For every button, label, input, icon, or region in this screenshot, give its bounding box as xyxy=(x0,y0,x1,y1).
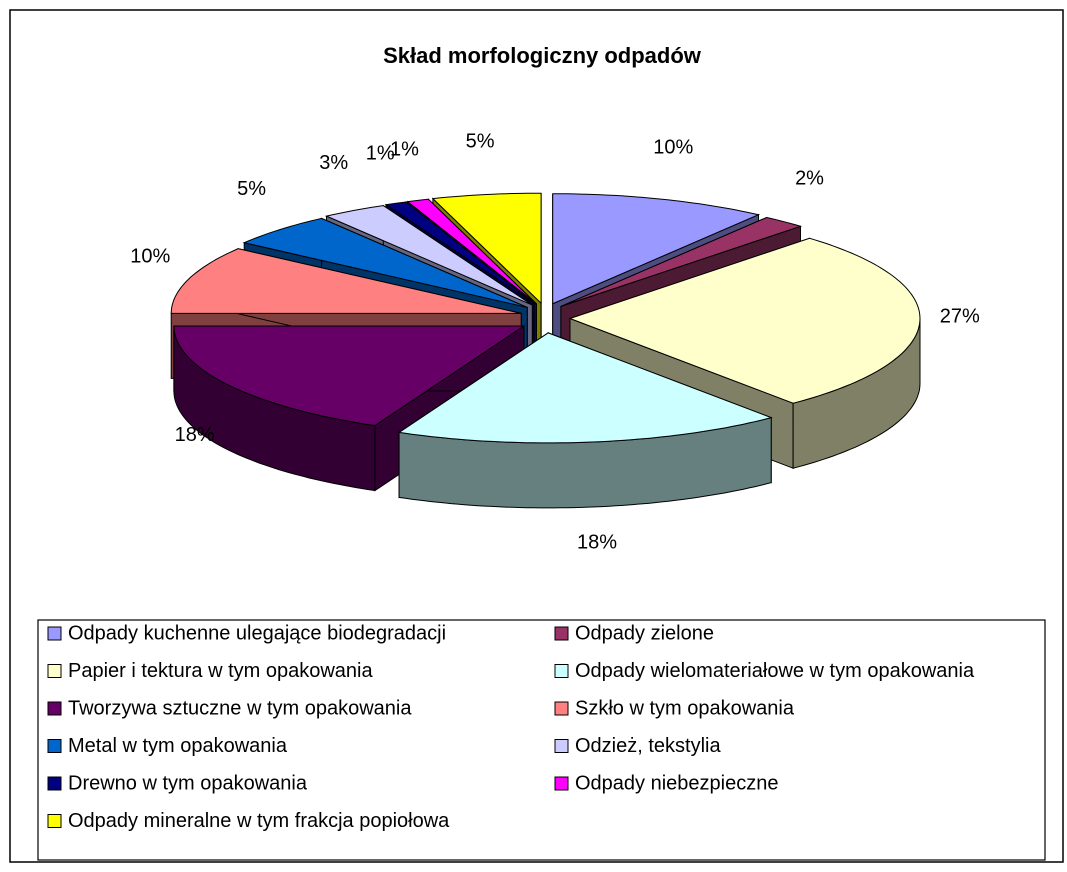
slice xyxy=(384,201,536,305)
slice xyxy=(170,248,522,314)
chart-title: Skład morfologiczny odpadów xyxy=(383,43,702,68)
legend-swatch xyxy=(554,664,569,678)
data-label: 18% xyxy=(577,531,617,553)
data-label: 2% xyxy=(795,167,824,189)
data-label: 18% xyxy=(175,424,215,446)
data-label: 5% xyxy=(237,178,266,200)
legend-label: Odpady wielomateriałowe w tym opakowania xyxy=(575,660,975,682)
legend-label: Drewno w tym opakowania xyxy=(68,772,308,794)
slice xyxy=(552,193,761,305)
legend-swatch xyxy=(47,664,62,678)
legend-box xyxy=(37,619,1046,861)
data-label: 10% xyxy=(130,246,170,268)
data-label: 27% xyxy=(940,306,980,328)
legend-label: Odpady kuchenne ulegające biodegradacji xyxy=(68,622,446,644)
slice-group xyxy=(397,331,773,509)
legend-label: Metal w tym opakowania xyxy=(68,735,288,757)
slice xyxy=(568,237,921,404)
slice xyxy=(431,192,542,305)
legend-label: Tworzywa sztuczne w tym opakowania xyxy=(68,697,412,719)
legend-swatch xyxy=(47,814,62,828)
legend-label: Papier i tektura w tym opakowania xyxy=(68,660,373,682)
slice xyxy=(397,332,773,444)
legend-swatch xyxy=(47,739,62,753)
legend-swatch xyxy=(554,739,569,753)
legend-swatch xyxy=(47,776,62,791)
data-label: 10% xyxy=(653,137,693,159)
slice xyxy=(406,198,537,305)
slice xyxy=(173,325,526,427)
legend-label: Szkło w tym opakowania xyxy=(575,697,795,719)
legend-label: Odzież, tekstylia xyxy=(575,735,721,757)
data-label: 3% xyxy=(319,152,348,174)
legend-swatch xyxy=(47,701,62,716)
slice xyxy=(324,205,533,306)
legend-label: Odpady zielone xyxy=(575,622,714,644)
slice xyxy=(560,216,803,307)
data-label: 5% xyxy=(466,130,495,152)
legend-swatch xyxy=(554,701,569,716)
data-label: 1% xyxy=(366,142,395,164)
data-label: 1% xyxy=(390,138,419,160)
legend-label: Odpady mineralne w tym frakcja popiołowa xyxy=(68,810,450,832)
legend-swatch xyxy=(47,626,62,641)
legend-swatch xyxy=(554,776,569,791)
legend-label: Odpady niebezpieczne xyxy=(575,772,778,794)
legend-swatch xyxy=(554,626,569,641)
slice xyxy=(242,217,528,308)
